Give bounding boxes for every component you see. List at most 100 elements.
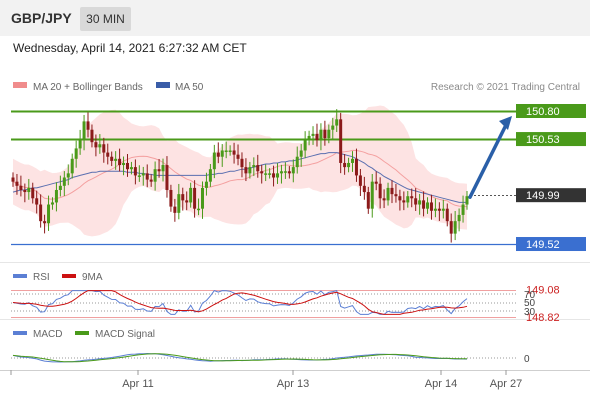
candle-body bbox=[307, 135, 311, 141]
candle-body bbox=[177, 194, 181, 213]
rsi-tick-70: 70 bbox=[524, 290, 536, 301]
candle-body bbox=[445, 208, 449, 222]
candle-body bbox=[193, 187, 197, 209]
candle-body bbox=[31, 187, 35, 199]
forecast-arrow-head bbox=[499, 116, 512, 130]
candle-body bbox=[370, 181, 374, 209]
candle-body bbox=[422, 200, 426, 209]
level-label: 148.82 bbox=[526, 312, 560, 324]
candle-body bbox=[43, 221, 47, 224]
candle-body bbox=[252, 165, 256, 168]
candle-body bbox=[279, 171, 283, 174]
rsi-ma-legend-label: 9MA bbox=[82, 272, 103, 283]
candle-body bbox=[354, 158, 358, 176]
candle-body bbox=[185, 200, 189, 203]
candle-body bbox=[311, 133, 315, 136]
candle-body bbox=[106, 152, 110, 157]
candle-body bbox=[287, 171, 291, 174]
candle-body bbox=[50, 202, 54, 205]
candle-body bbox=[248, 167, 252, 174]
candle-body bbox=[86, 121, 90, 130]
candle-body bbox=[137, 175, 141, 177]
candle-body bbox=[208, 169, 212, 182]
candle-body bbox=[398, 196, 402, 201]
candle-body bbox=[461, 204, 465, 215]
level-badge bbox=[516, 104, 586, 118]
candle-body bbox=[39, 204, 43, 222]
ma20-legend-swatch bbox=[13, 82, 27, 88]
candle-body bbox=[62, 177, 66, 186]
candle-body bbox=[410, 196, 414, 199]
forecast-arrow-shaft bbox=[468, 119, 510, 199]
ma50-line bbox=[12, 152, 467, 203]
candle-body bbox=[224, 150, 228, 152]
candle-body bbox=[133, 167, 137, 176]
candle-body bbox=[244, 167, 248, 174]
candle-body bbox=[161, 165, 165, 172]
candle-body bbox=[90, 129, 94, 143]
candle-body bbox=[323, 129, 327, 139]
candle-body bbox=[366, 192, 370, 209]
candle-body bbox=[327, 129, 331, 139]
candle-body bbox=[11, 177, 15, 182]
timeframe-button[interactable]: 30 MIN bbox=[80, 7, 131, 31]
rsi-tick-50: 50 bbox=[524, 298, 536, 309]
candle-body bbox=[347, 162, 351, 168]
forecast-arrow bbox=[468, 116, 512, 199]
candle-body bbox=[351, 158, 355, 163]
candle-body bbox=[54, 189, 58, 203]
candle-body bbox=[236, 154, 240, 159]
x-tick-label: Apr 13 bbox=[277, 378, 309, 390]
candle-body bbox=[169, 189, 173, 207]
candle-body bbox=[299, 150, 303, 157]
symbol-title: GBP/JPY bbox=[11, 10, 72, 26]
candles bbox=[11, 109, 469, 243]
candle-body bbox=[82, 121, 86, 141]
candle-body bbox=[157, 169, 161, 172]
level-badge bbox=[516, 132, 586, 147]
candle-body bbox=[197, 208, 201, 211]
candle-body bbox=[125, 162, 129, 170]
candle-body bbox=[145, 173, 149, 180]
ma20-line bbox=[12, 149, 468, 208]
candle-body bbox=[70, 158, 74, 174]
candle-body bbox=[47, 204, 51, 224]
level-badge bbox=[516, 237, 586, 252]
candle-body bbox=[78, 140, 82, 149]
candle-body bbox=[129, 167, 133, 170]
x-tick-label: Apr 11 bbox=[122, 378, 154, 390]
candle-body bbox=[295, 156, 299, 168]
level-label: 150.80 bbox=[526, 106, 560, 118]
level-label: 149.99 bbox=[526, 190, 560, 202]
candle-body bbox=[118, 158, 122, 166]
candle-body bbox=[173, 206, 177, 213]
candle-body bbox=[260, 171, 264, 174]
macd-legend-label: MACD bbox=[33, 329, 62, 340]
candle-body bbox=[402, 200, 406, 203]
header-bar: GBP/JPY 30 MIN bbox=[0, 0, 590, 36]
candle-body bbox=[378, 183, 382, 199]
rsi-legend-swatch bbox=[13, 274, 27, 278]
candle-body bbox=[66, 173, 70, 178]
candle-body bbox=[268, 173, 272, 175]
candle-body bbox=[426, 202, 430, 209]
x-axis-ticks: Apr 11 Apr 13 Apr 14 Apr 27 bbox=[10, 370, 522, 390]
candle-body bbox=[110, 156, 114, 161]
macd-signal-line bbox=[12, 353, 468, 363]
candle-body bbox=[453, 221, 457, 234]
moving-averages bbox=[12, 149, 468, 208]
candle-body bbox=[15, 181, 19, 186]
candle-body bbox=[433, 208, 437, 211]
candle-body bbox=[27, 187, 31, 193]
ma50-legend-label: MA 50 bbox=[175, 82, 204, 93]
candle-body bbox=[189, 187, 193, 203]
bollinger-area bbox=[13, 105, 467, 237]
level-label: 149.52 bbox=[526, 239, 560, 251]
macd-signal-legend-swatch bbox=[75, 331, 89, 335]
candle-body bbox=[204, 181, 208, 188]
candle-body bbox=[362, 185, 366, 193]
candle-body bbox=[23, 189, 27, 193]
rsi-legend-label: RSI bbox=[33, 272, 50, 283]
macd-signal-legend-label: MACD Signal bbox=[95, 329, 155, 340]
x-tick-label: Apr 27 bbox=[490, 378, 522, 390]
